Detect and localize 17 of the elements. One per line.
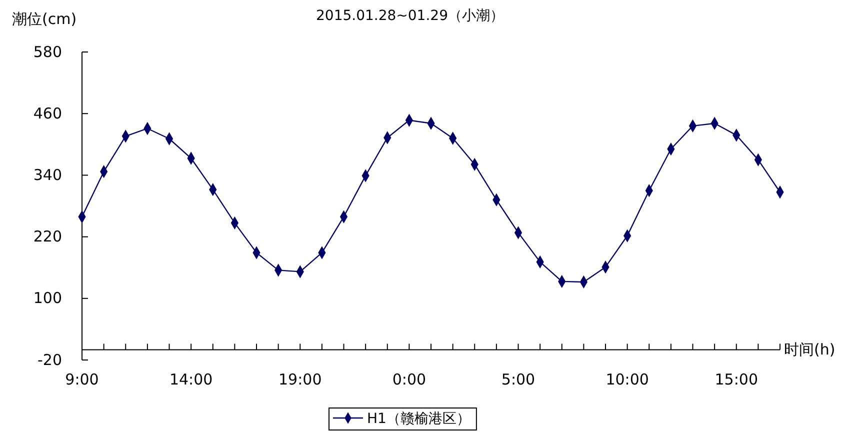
x-tick-label: 19:00 <box>278 370 322 389</box>
x-tick-label: 10:00 <box>606 370 649 389</box>
y-axis-title: 潮位(cm) <box>12 10 77 28</box>
x-axis-title: 时间(h) <box>784 340 836 359</box>
legend-label: H1（赣榆港区） <box>367 411 470 427</box>
y-tick-label: 100 <box>33 289 62 308</box>
y-tick-label: 340 <box>33 166 62 184</box>
chart-title: 2015.01.28~01.29（小潮） <box>316 8 504 24</box>
y-tick-label: 220 <box>33 228 62 246</box>
x-tick-label: 0:00 <box>392 370 426 389</box>
y-tick-label: 580 <box>33 42 62 61</box>
x-tick-label: 14:00 <box>169 370 213 389</box>
y-tick-label: 460 <box>33 104 62 122</box>
x-tick-label: 9:00 <box>65 370 99 389</box>
x-tick-label: 5:00 <box>501 370 536 389</box>
y-tick-label: -20 <box>38 350 62 369</box>
x-tick-label: 15:00 <box>714 370 758 389</box>
